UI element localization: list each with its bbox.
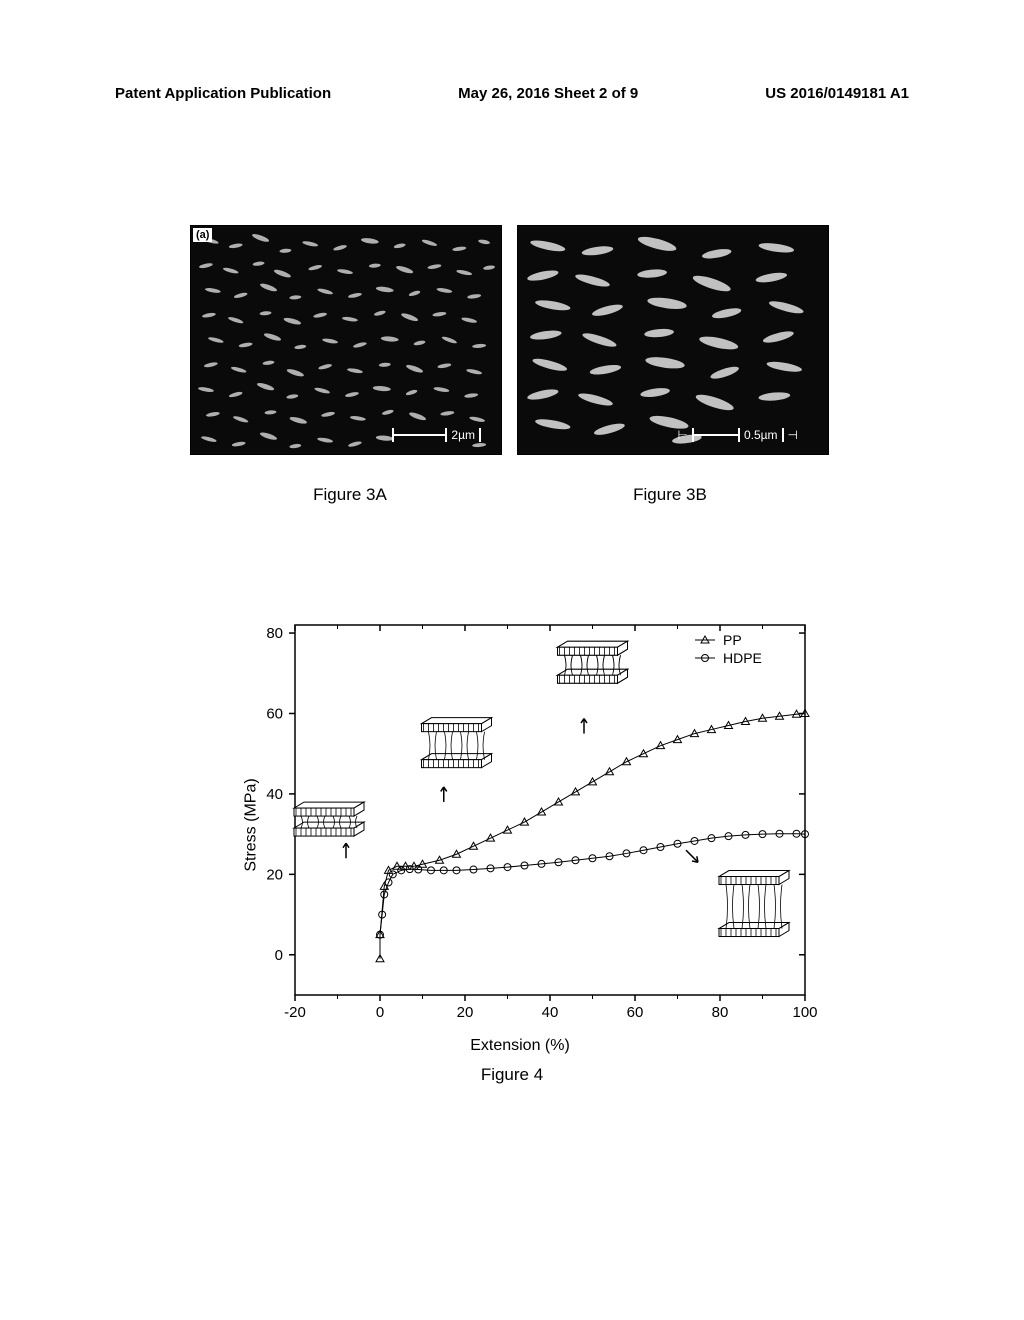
stress-extension-chart: Stress (MPa) -20 0 20 40 60 80 100 0 20 40 60 80 PP H… [215, 605, 825, 1045]
scale-text-right: 0.5µm [744, 428, 778, 442]
page-header: Patent Application Publication May 26, 2… [0, 85, 1024, 102]
micrograph-right: ⊢ 0.5µm ⊣ [517, 225, 829, 455]
svg-text:80: 80 [712, 1004, 729, 1021]
x-axis-label: Extension (%) [470, 1037, 570, 1055]
svg-text:40: 40 [542, 1004, 559, 1021]
svg-text:60: 60 [627, 1004, 644, 1021]
svg-text:80: 80 [266, 625, 283, 642]
svg-text:100: 100 [792, 1004, 817, 1021]
svg-text:20: 20 [266, 866, 283, 883]
scale-end-icon [782, 428, 784, 442]
header-date-sheet: May 26, 2016 Sheet 2 of 9 [458, 85, 638, 102]
header-publication: Patent Application Publication [115, 85, 331, 102]
scale-end-icon [479, 428, 481, 442]
svg-text:HDPE: HDPE [723, 650, 762, 666]
caption-3a: Figure 3A [313, 485, 387, 505]
micrograph-texture-b [518, 226, 828, 454]
figure4-caption: Figure 4 [0, 1065, 1024, 1085]
micrograph-texture-a [191, 226, 501, 454]
svg-text:PP: PP [723, 632, 742, 648]
svg-text:0: 0 [275, 947, 283, 964]
scale-text-left: 2µm [451, 428, 475, 442]
micrograph-row: (a) 2µm [190, 225, 829, 455]
scale-bar-left: 2µm [392, 428, 481, 442]
scale-line-icon [692, 428, 740, 442]
micrograph-left: (a) 2µm [190, 225, 502, 455]
y-axis-label: Stress (MPa) [243, 778, 261, 871]
svg-text:-20: -20 [284, 1004, 306, 1021]
scale-line-icon [392, 428, 447, 442]
svg-text:40: 40 [266, 786, 283, 803]
caption-3b: Figure 3B [633, 485, 707, 505]
figure3-captions: Figure 3A Figure 3B [190, 485, 830, 505]
scale-bar-right: ⊢ 0.5µm ⊣ [678, 428, 799, 442]
svg-text:60: 60 [266, 705, 283, 722]
micrograph-label-a: (a) [193, 228, 212, 242]
svg-text:20: 20 [457, 1004, 474, 1021]
svg-text:0: 0 [376, 1004, 384, 1021]
chart-svg: -20 0 20 40 60 80 100 0 20 40 60 80 PP HDPE [215, 605, 825, 1045]
header-patent-number: US 2016/0149181 A1 [765, 85, 909, 102]
